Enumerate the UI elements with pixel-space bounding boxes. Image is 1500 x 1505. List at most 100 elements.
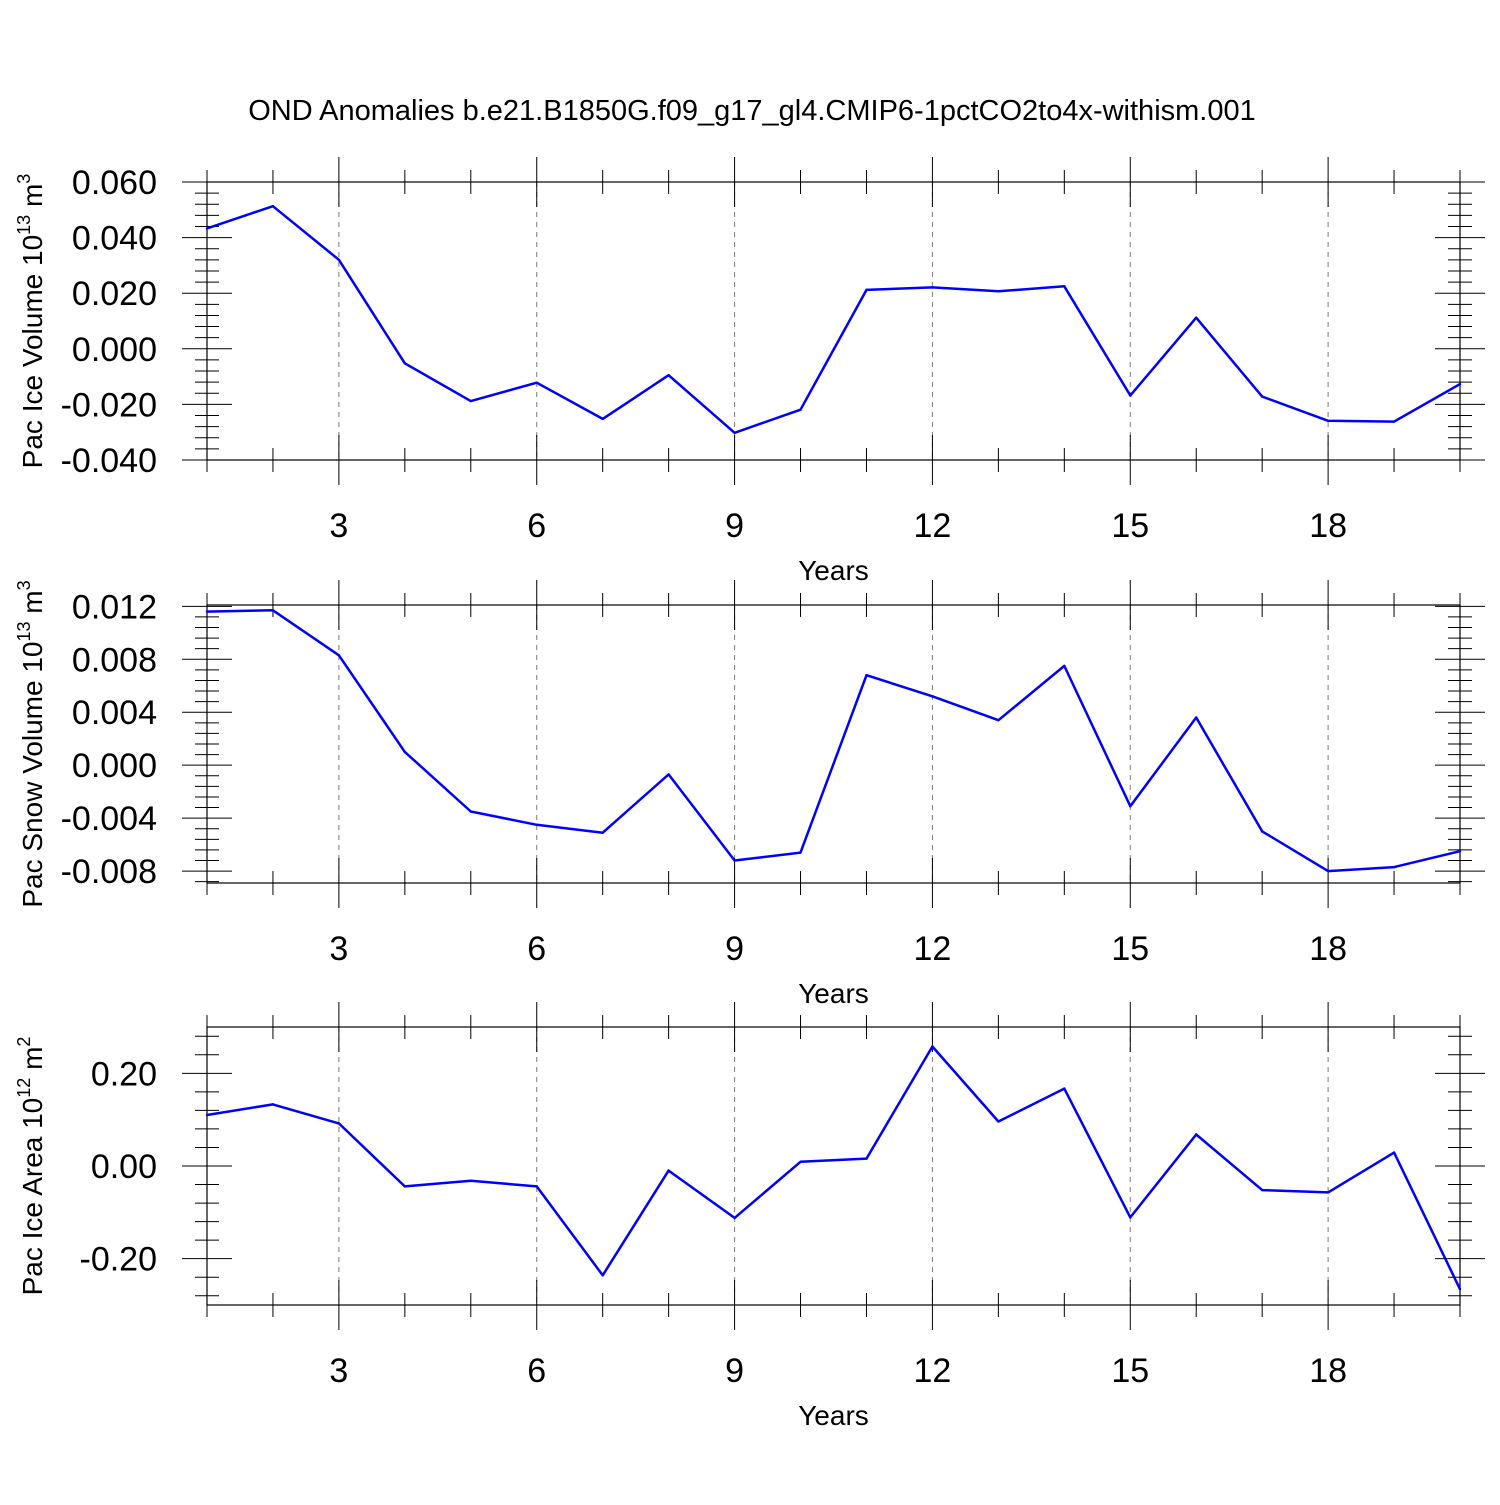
y-axis-title-main: Pac Snow Volume 10 [17,641,48,907]
plot-frame [206,604,1461,884]
data-point [667,773,670,776]
y-tick-label: 0.020 [72,275,157,313]
data-point [337,1122,341,1125]
data-point [337,258,341,262]
x-tick-label: 3 [329,507,348,545]
x-tick-label: 18 [1309,930,1347,968]
x-tick-label: 12 [914,1352,952,1390]
data-point [733,431,736,434]
y-tick-label: 0.000 [72,331,157,369]
y-axis-title-unit: m [17,590,48,621]
data-point [1326,869,1330,873]
data-point [403,750,407,754]
y-tick-label: -0.004 [61,800,157,838]
x-tick-label: 15 [1111,1352,1149,1390]
data-point [733,1216,736,1220]
x-tick-label: 6 [527,930,546,968]
data-point [271,609,275,612]
y-tick-label: 0.004 [72,694,157,732]
data-point [535,823,538,826]
y-tick-label: 0.012 [72,588,157,626]
data-point [799,1160,802,1164]
data-point [337,654,341,657]
data-point [667,1169,670,1172]
chart-title: OND Anomalies b.e21.B1850G.f09_g17_gl4.C… [248,95,1255,127]
plot-frame [206,1026,1461,1306]
data-point [997,1120,1000,1123]
y-tick-label: 0.008 [72,641,157,679]
y-axis-title-exponent: 12 [14,1078,34,1098]
data-point [205,227,209,230]
data-point [865,288,868,292]
data-point [1129,394,1132,397]
data-point [469,399,472,403]
data-point [1326,419,1330,423]
y-tick-label: 0.000 [72,747,157,785]
data-point [1458,1288,1462,1291]
data-point [931,1045,934,1048]
data-point [403,1185,407,1188]
data-point [865,1157,868,1160]
y-tick-label: 0.060 [72,164,157,202]
y-tick-label: -0.20 [80,1241,158,1279]
series-line [206,204,1461,435]
y-tick-label: -0.040 [61,442,157,480]
y-axis-title-unit-exponent: 2 [14,1037,34,1047]
y-axis-title: Pac Ice Area 1012 m2 [14,1037,48,1296]
chart-panel-3: -0.20 0.00 0.20 3 6 9 12 15 18 Years Pac Ice Area … [14,1002,1485,1431]
data-point [535,1185,538,1188]
x-tick-label: 9 [725,930,744,968]
data-point [469,810,472,813]
data-point [667,374,670,377]
data-point [1063,1087,1066,1090]
y-axis-title: Pac Snow Volume 1013 m3 [14,580,48,907]
data-point [931,695,934,698]
x-tick-label: 6 [527,507,546,545]
x-tick-label: 3 [329,930,348,968]
chart-panel-1: -0.040 -0.020 0.000 0.020 0.040 0.060 3 6 9 12 15 1… [14,157,1485,586]
data-point [1326,1191,1330,1194]
x-tick-label: 18 [1309,507,1347,545]
data-point [271,1103,275,1106]
data-point [799,851,802,854]
data-point [931,286,934,289]
x-tick-label: 15 [1111,507,1149,545]
y-axis-title: Pac Ice Volume 1013 m3 [14,174,48,469]
series-line [206,1045,1462,1290]
data-point [1195,1133,1198,1136]
data-point [1063,664,1066,668]
data-point [403,362,407,365]
data-point [799,408,802,411]
y-axis-title-unit: m [17,1047,48,1078]
x-tick-label: 12 [914,507,952,545]
x-tick-label: 6 [527,1352,546,1390]
data-point [1392,865,1396,869]
y-axis-title-unit-exponent: 3 [14,174,34,184]
series-line [206,609,1461,873]
data-point [1129,805,1132,808]
y-tick-label: -0.008 [61,853,157,891]
data-point [1458,382,1462,386]
data-point [1129,1216,1132,1219]
data-point [865,673,868,677]
x-tick-label: 15 [1111,930,1149,968]
x-tick-label: 3 [329,1352,348,1390]
data-point [1260,830,1264,833]
data-point [733,859,736,862]
data-point [601,417,604,421]
x-tick-label: 9 [725,1352,744,1390]
y-axis-title-exponent: 13 [14,621,34,641]
data-point [1260,395,1264,398]
y-tick-label: 0.20 [91,1055,157,1093]
y-axis-title-main: Pac Ice Volume 10 [17,235,48,468]
data-point [1392,420,1396,423]
data-point [1392,1151,1396,1154]
data-point [1260,1188,1264,1192]
data-point [601,1274,604,1277]
chart-panels: -0.040 -0.020 0.000 0.020 0.040 0.060 3 6 9 12 15 1… [14,157,1485,1431]
y-tick-label: 0.00 [91,1148,157,1186]
chart-panel-2: -0.008 -0.004 0.000 0.004 0.008 0.012 3 6 9 12 15 1… [14,580,1485,1009]
plot-frame [206,181,1461,461]
